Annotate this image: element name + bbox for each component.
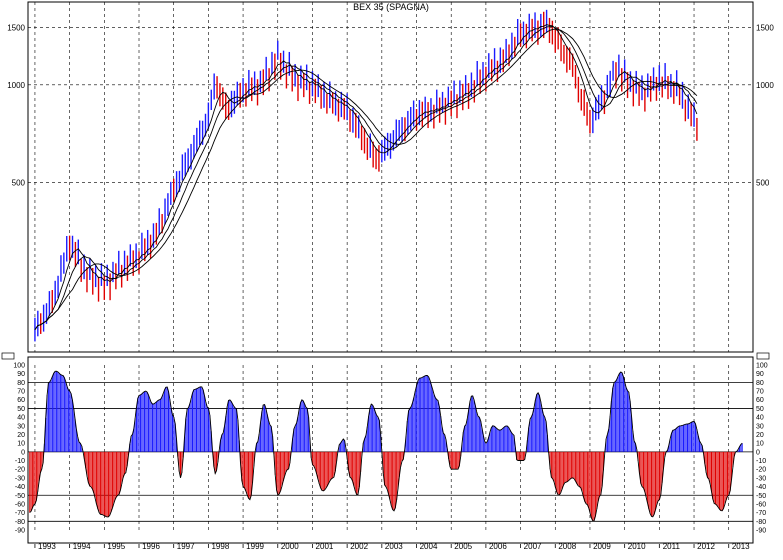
price-y-tick-label-left: 1500 <box>7 24 25 33</box>
moving-average-line <box>34 25 698 330</box>
oscillator-y-tick-label-right: 10 <box>756 441 764 448</box>
x-tick-label: 2002 <box>350 542 368 551</box>
price-y-tick-label-left: 500 <box>12 178 26 187</box>
x-tick-label: 1993 <box>38 542 56 551</box>
oscillator-y-tick-label-left: 60 <box>17 397 25 404</box>
oscillator-y-tick-label-right: -40 <box>756 484 766 491</box>
price-y-tick-label-left: 1000 <box>7 81 25 90</box>
x-tick-label: 1995 <box>107 542 125 551</box>
oscillator-bars <box>29 370 743 522</box>
price-y-tick-label-right: 1000 <box>756 81 774 90</box>
oscillator-y-tick-label-left: -30 <box>15 475 25 482</box>
oscillator-y-tick-label-left: 10 <box>17 441 25 448</box>
oscillator-y-tick-label-right: 40 <box>756 415 764 422</box>
oscillator-y-tick-label-right: 80 <box>756 380 764 387</box>
oscillator-y-tick-label-right: 30 <box>756 423 764 430</box>
oscillator-y-tick-label-left: -20 <box>15 467 25 474</box>
oscillator-y-tick-label-right: -80 <box>756 519 766 526</box>
oscillator-y-tick-label-left: 80 <box>17 380 25 387</box>
oscillator-y-tick-label-right: -10 <box>756 458 766 465</box>
x-tick-label: 1999 <box>246 542 264 551</box>
oscillator-y-tick-label-right: 50 <box>756 406 764 413</box>
x-tick-label: 1994 <box>73 542 91 551</box>
x-tick-label: 2005 <box>454 542 472 551</box>
oscillator-y-tick-label-left: 20 <box>17 432 25 439</box>
moving-average-lines <box>34 24 698 330</box>
x-tick-label: 2007 <box>524 542 542 551</box>
x-tick-label: 2010 <box>628 542 646 551</box>
oscillator-y-tick-label-left: 50 <box>17 406 25 413</box>
oscillator-y-tick-label-left: -40 <box>15 484 25 491</box>
oscillator-y-tick-label-left: 100 <box>13 363 25 370</box>
price-y-tick-labels: 1500 1500 1000 1000 500 500 <box>7 24 774 188</box>
x-tick-label: 1997 <box>177 542 195 551</box>
price-bars <box>34 9 698 342</box>
oscillator-y-tick-label-left: 40 <box>17 415 25 422</box>
moving-average-line <box>34 24 698 330</box>
oscillator-y-tick-label-left: -90 <box>15 528 25 535</box>
oscillator-y-tick-label-right: 0 <box>756 449 760 456</box>
oscillator-y-tick-label-left: -70 <box>15 510 25 517</box>
oscillator-y-tick-label-right: 70 <box>756 389 764 396</box>
oscillator-y-tick-label-right: -60 <box>756 501 766 508</box>
x-tick-label: 2000 <box>281 542 299 551</box>
oscillator-line <box>29 370 743 522</box>
oscillator-y-tick-label-right: -50 <box>756 493 766 500</box>
x-tick-label: 2013 <box>732 542 750 551</box>
x-tick-label: 2001 <box>316 542 334 551</box>
x-tick-label: 2008 <box>558 542 576 551</box>
x-tick-label: 2011 <box>663 542 681 551</box>
price-y-tick-label-right: 500 <box>756 178 770 187</box>
x-tick-label: 2006 <box>489 542 507 551</box>
x-tick-label: 2012 <box>697 542 715 551</box>
oscillator-y-tick-label-right: 20 <box>756 432 764 439</box>
chart-frames <box>1 1 770 544</box>
oscillator-y-tick-label-left: -50 <box>15 493 25 500</box>
chart-title: BEX 35 (SPAGNA) <box>353 2 429 12</box>
oscillator-y-tick-label-right: 60 <box>756 397 764 404</box>
price-gridlines <box>28 2 753 352</box>
panel-corner-marker <box>756 352 770 360</box>
x-tick-label: 2009 <box>593 542 611 551</box>
moving-average-line <box>34 28 698 330</box>
oscillator-y-tick-label-right: -70 <box>756 510 766 517</box>
oscillator-y-tick-label-left: -80 <box>15 519 25 526</box>
price-y-tick-label-right: 1500 <box>756 24 774 33</box>
oscillator-y-tick-label-left: 70 <box>17 389 25 396</box>
oscillator-y-tick-label-left: 90 <box>17 371 25 378</box>
x-tick-label: 2004 <box>420 542 438 551</box>
x-tick-label: 1996 <box>142 542 160 551</box>
oscillator-y-tick-label-left: -60 <box>15 501 25 508</box>
oscillator-y-tick-label-right: 100 <box>756 363 768 370</box>
panel-frame <box>27 1 754 353</box>
oscillator-y-tick-label-right: -30 <box>756 475 766 482</box>
x-tick-label: 1998 <box>211 542 229 551</box>
oscillator-y-tick-label-left: 30 <box>17 423 25 430</box>
oscillator-y-tick-label-right: -20 <box>756 467 766 474</box>
oscillator-y-tick-label-right: 90 <box>756 371 764 378</box>
x-tick-label: 2003 <box>385 542 403 551</box>
oscillator-y-tick-label-left: -10 <box>15 458 25 465</box>
oscillator-y-tick-label-right: -90 <box>756 528 766 535</box>
x-axis-tick-labels: 1993 1994 1995 1996 1997 1998 1999 2000 2001 2002… <box>34 542 750 551</box>
panel-corner-marker <box>1 352 15 360</box>
oscillator-y-tick-label-left: 0 <box>21 449 25 456</box>
